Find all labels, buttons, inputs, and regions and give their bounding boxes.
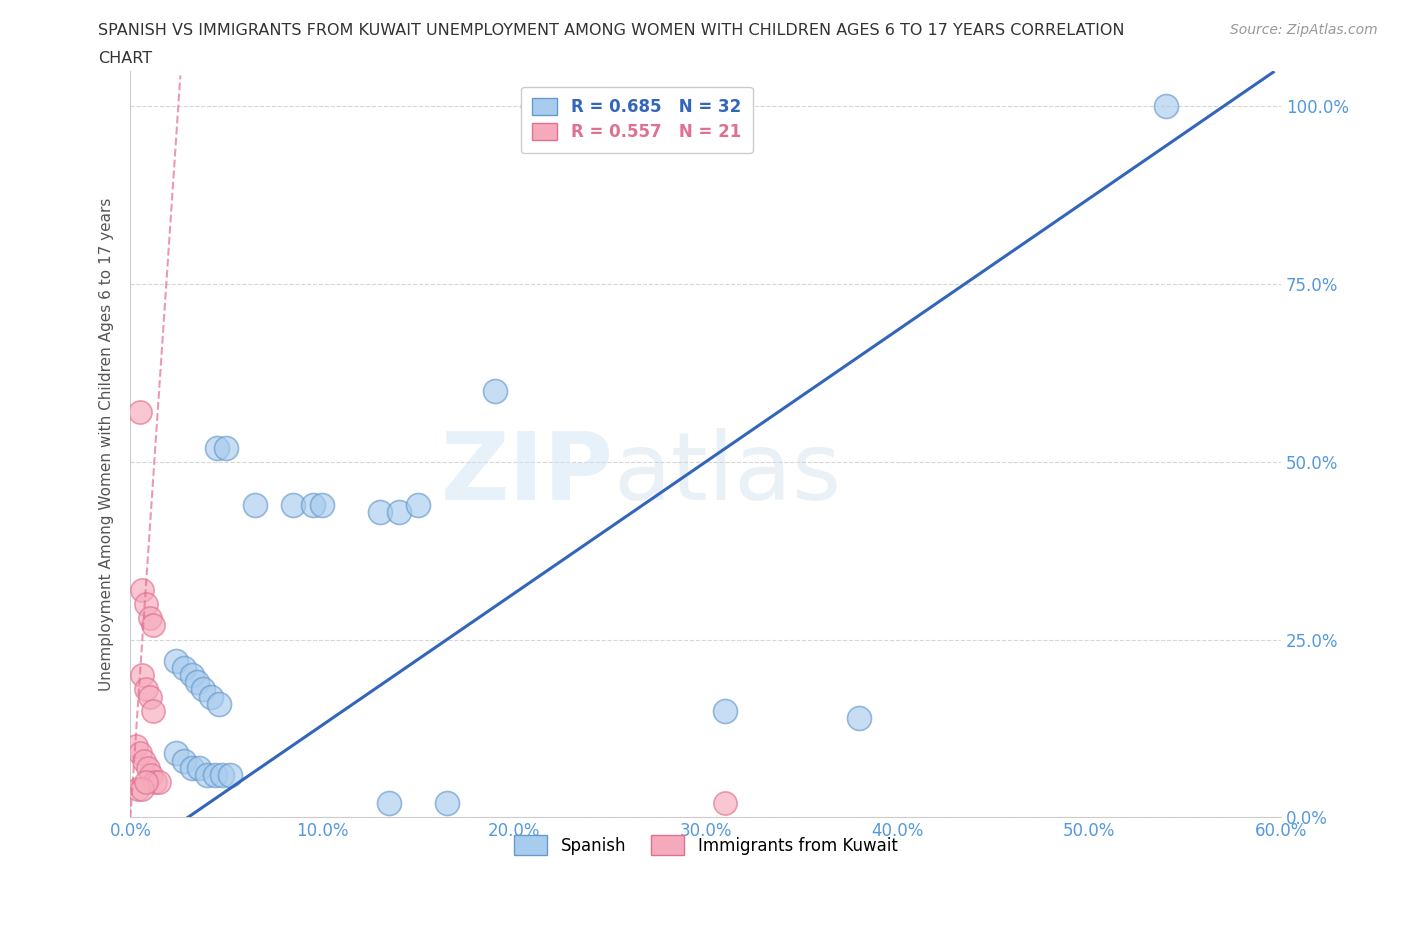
Point: [138, 611, 160, 626]
Point: [522, 99, 544, 113]
Point: [125, 738, 148, 753]
Point: [180, 760, 202, 775]
Text: atlas: atlas: [613, 428, 842, 520]
Text: ZIP: ZIP: [440, 428, 613, 520]
Point: [165, 746, 187, 761]
Point: [714, 703, 737, 718]
Point: [205, 440, 228, 455]
Point: [311, 498, 333, 512]
Point: [560, 99, 582, 113]
Point: [204, 767, 226, 782]
Point: [131, 582, 153, 597]
Point: [173, 660, 195, 675]
Point: [219, 767, 242, 782]
Point: [215, 440, 238, 455]
Point: [138, 689, 160, 704]
Point: [148, 775, 170, 790]
Point: [165, 654, 187, 669]
Point: [186, 675, 208, 690]
Point: [243, 498, 266, 512]
Point: [131, 668, 153, 683]
Point: [131, 781, 153, 796]
Point: [388, 504, 411, 519]
Point: [436, 796, 458, 811]
Point: [127, 781, 149, 796]
Point: [406, 498, 429, 512]
Point: [675, 99, 697, 113]
Point: [142, 703, 165, 718]
Point: [283, 498, 305, 512]
Point: [378, 796, 401, 811]
Point: [195, 767, 218, 782]
Text: Source: ZipAtlas.com: Source: ZipAtlas.com: [1230, 23, 1378, 37]
Point: [129, 746, 152, 761]
Point: [714, 796, 737, 811]
Point: [143, 775, 166, 790]
Point: [180, 668, 202, 683]
Text: CHART: CHART: [98, 51, 152, 66]
Point: [173, 753, 195, 768]
Point: [142, 618, 165, 632]
Point: [368, 504, 391, 519]
Point: [484, 383, 506, 398]
Legend: Spanish, Immigrants from Kuwait: Spanish, Immigrants from Kuwait: [508, 829, 904, 861]
Point: [135, 597, 157, 612]
Text: SPANISH VS IMMIGRANTS FROM KUWAIT UNEMPLOYMENT AMONG WOMEN WITH CHILDREN AGES 6 : SPANISH VS IMMIGRANTS FROM KUWAIT UNEMPL…: [98, 23, 1125, 38]
Point: [129, 405, 152, 419]
Point: [188, 760, 211, 775]
Point: [193, 682, 215, 697]
Point: [848, 711, 870, 725]
Point: [211, 767, 233, 782]
Point: [141, 767, 163, 782]
Y-axis label: Unemployment Among Women with Children Ages 6 to 17 years: Unemployment Among Women with Children A…: [100, 197, 114, 691]
Point: [1154, 99, 1177, 113]
Point: [135, 775, 157, 790]
Point: [207, 697, 229, 711]
Point: [132, 753, 155, 768]
Point: [135, 682, 157, 697]
Point: [136, 760, 159, 775]
Point: [200, 689, 222, 704]
Point: [301, 498, 323, 512]
